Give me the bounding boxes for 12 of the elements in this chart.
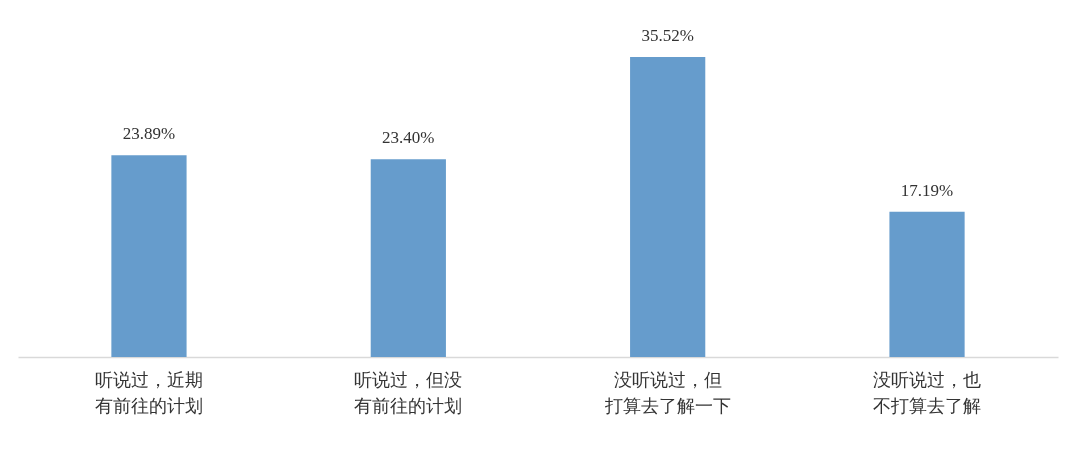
bar: [889, 211, 965, 357]
bar: [630, 57, 706, 357]
data-label: 23.40%: [382, 128, 435, 148]
x-tick-label: 听说过，但没有前往的计划: [354, 369, 463, 416]
data-label: 23.89%: [122, 124, 176, 144]
x-tick-label: 没听说过，也不打算去了解: [873, 369, 982, 416]
bar: [370, 159, 446, 357]
bar: [111, 155, 187, 357]
x-tick-label: 听说过，近期有前往的计划: [94, 369, 203, 416]
data-label: 17.19%: [900, 180, 954, 200]
data-label: 35.52%: [641, 26, 694, 45]
x-tick-label: 没听说过，但打算去了解一下: [603, 369, 731, 416]
